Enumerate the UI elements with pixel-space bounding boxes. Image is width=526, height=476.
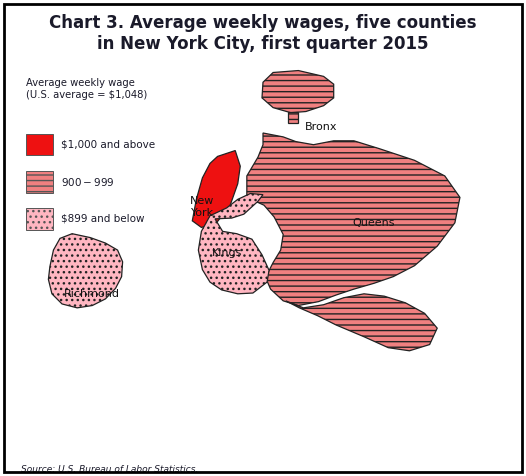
Polygon shape [193,150,240,228]
Polygon shape [48,234,123,308]
Polygon shape [247,133,460,306]
Polygon shape [286,294,437,351]
Polygon shape [198,193,269,294]
Bar [26,171,54,192]
Text: $900 - $999: $900 - $999 [61,176,115,188]
Text: Bronx: Bronx [305,122,337,132]
Text: New
York: New York [190,197,215,218]
Polygon shape [262,70,333,113]
Text: Source: U.S. Bureau of Labor Statistics.: Source: U.S. Bureau of Labor Statistics. [21,465,198,474]
Text: Kings: Kings [211,248,242,258]
Text: Average weekly wage
(U.S. average = $1,048): Average weekly wage (U.S. average = $1,0… [26,79,147,100]
Text: Chart 3. Average weekly wages, five counties
in New York City, first quarter 201: Chart 3. Average weekly wages, five coun… [49,14,477,53]
Text: $1,000 and above: $1,000 and above [61,139,155,150]
Polygon shape [288,111,298,123]
Text: Richmond: Richmond [64,289,120,299]
Bar [26,134,54,156]
Bar [26,208,54,229]
Text: Queens: Queens [353,218,396,228]
Text: $899 and below: $899 and below [61,214,145,224]
